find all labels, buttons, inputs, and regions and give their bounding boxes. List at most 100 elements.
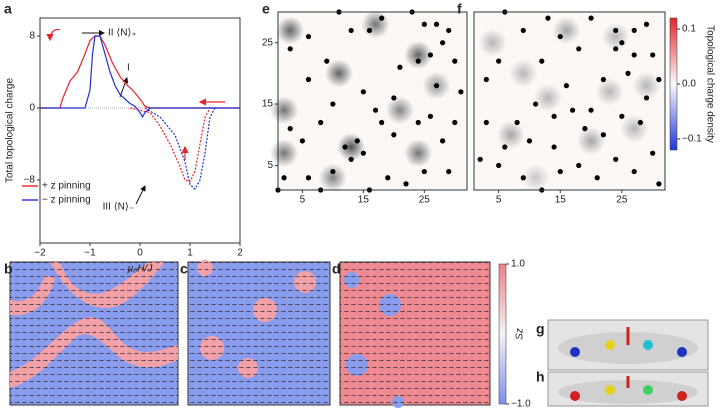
skyrmion-position (588, 15, 594, 21)
density-peak (496, 120, 525, 149)
density-peak (577, 126, 606, 155)
skyrmion-position (446, 27, 452, 34)
plot-frame (39, 17, 241, 244)
x-tick-label: 25 (616, 195, 628, 206)
skyrmion-position (533, 101, 539, 107)
skyrmion-position (520, 175, 526, 181)
skyrmion-position (619, 40, 625, 46)
x-tick-label: −2 (34, 248, 46, 259)
skyrmion-position (421, 168, 427, 175)
skyrmion-position (397, 64, 403, 70)
skyrmion-position (496, 162, 502, 169)
series-line (40, 35, 240, 119)
plot-frame (277, 11, 468, 191)
annotation: II ⟨N⟩₊ (108, 28, 137, 39)
panel-label: e (262, 1, 270, 17)
density-peak (404, 139, 433, 168)
skyrmion-position (613, 27, 619, 34)
skyrmion-position (421, 21, 427, 27)
x-tick-label: 15 (358, 195, 370, 206)
skyrmion-position (433, 83, 440, 89)
annotation-arrow (119, 77, 129, 98)
x-tick-label: 2 (237, 248, 243, 259)
skyrmion-position (650, 150, 656, 156)
y-tick-label: 25 (262, 37, 274, 48)
y-axis-label: Total topological charge (5, 78, 16, 184)
skyrmion-position (483, 76, 489, 83)
skyrmion-position (391, 132, 397, 138)
legend-label: − z pinning (42, 195, 91, 206)
density-peak (620, 114, 649, 143)
skyrmion-position (594, 175, 600, 181)
skyrmion-position (539, 58, 545, 64)
colorbar (669, 17, 678, 151)
annotation-arrow (135, 185, 146, 205)
skyrmion-position (643, 21, 650, 27)
panel-label: f (457, 1, 462, 17)
annotation: I (127, 63, 130, 74)
skyrmion-position (360, 150, 366, 156)
density-peak (521, 163, 550, 192)
skyrmion-position (483, 119, 489, 126)
skyrmion-position (415, 58, 421, 64)
density-peak (270, 96, 299, 125)
colorbar-tick-label: −0.1 (682, 134, 702, 145)
panel-label: a (4, 1, 12, 17)
y-tick-label: 5 (267, 160, 273, 171)
y-tick-label: 15 (262, 99, 274, 110)
skyrmion-position (656, 181, 662, 187)
x-tick-label: −1 (84, 248, 96, 259)
skyrmion-position (631, 27, 637, 34)
skyrmion-position (563, 83, 570, 89)
spin-map-b (9, 261, 179, 406)
skyrmion-position (576, 162, 582, 169)
skyrmion-position (557, 168, 563, 175)
plot-bg (278, 12, 467, 190)
colorbar-tick-label: −1.0 (511, 399, 531, 408)
density-peak (324, 59, 353, 88)
density-peak (385, 96, 414, 125)
panel-label: d (332, 261, 341, 277)
skyrmion-position (650, 52, 656, 58)
density-peak (509, 59, 538, 88)
density-peak (276, 16, 305, 45)
x-tick-label: 5 (496, 195, 502, 206)
skyrmion-position (403, 181, 409, 187)
skyrmion-position (643, 95, 650, 101)
spin-map-c (187, 260, 331, 406)
x-axis-label: μ₀H/J (127, 264, 154, 275)
skyrmion-position (452, 119, 458, 126)
colorbar-label: Topological charge density (704, 25, 715, 143)
density-peak (361, 10, 390, 39)
panel-label: g (536, 321, 545, 337)
y-tick-label: 8 (29, 31, 35, 42)
skyrmion-position (330, 168, 336, 175)
skyrmion-position (446, 168, 452, 175)
y-tick-label: −8 (24, 175, 36, 186)
skyrmion-position (330, 101, 336, 107)
legend-label: + z pinning (42, 181, 91, 192)
skyrmion-position (557, 33, 563, 40)
skyrmion-position (427, 52, 434, 58)
skyrmion-position (299, 138, 305, 144)
skyrmion-position (360, 89, 366, 95)
skyrmion-position (619, 113, 625, 119)
skyrmion-h (547, 371, 709, 407)
skyrmion-position (545, 15, 551, 21)
skyrmion-position (613, 156, 619, 162)
skyrmion-position (582, 126, 588, 132)
skyrmion-position (287, 46, 293, 52)
skyrmion-position (427, 113, 434, 119)
panel-label: c (180, 261, 188, 277)
density-peak (552, 16, 581, 45)
density-peak (404, 40, 433, 69)
skyrmion-position (631, 168, 637, 175)
skyrmion-position (551, 113, 557, 119)
x-tick-label: 25 (419, 195, 431, 206)
skyrmion-position (348, 156, 354, 162)
x-tick-label: 15 (555, 195, 567, 206)
skyrmion-position (576, 46, 582, 52)
skyrmion-position (287, 126, 293, 132)
sweep-arrow (46, 28, 61, 42)
